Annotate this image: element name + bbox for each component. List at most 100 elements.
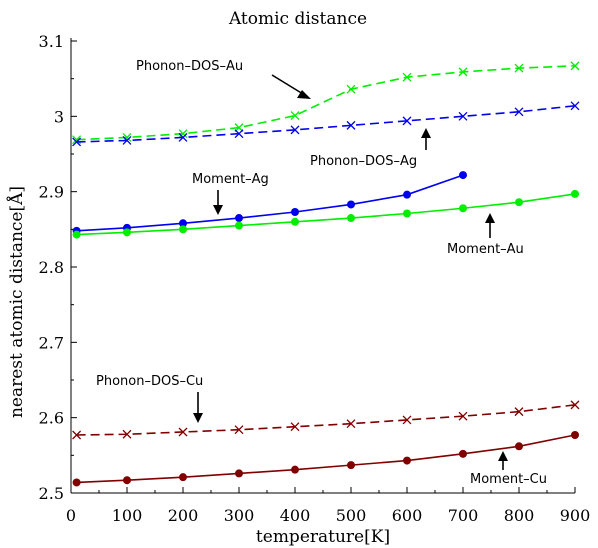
data-point	[235, 221, 243, 230]
series-line-phonon-dos-cu	[76, 404, 576, 436]
x-tick-label: 200	[168, 506, 199, 525]
x-tick-label: 300	[224, 506, 255, 525]
data-point	[179, 225, 187, 234]
data-point	[402, 415, 412, 425]
data-point	[123, 476, 131, 485]
data-point	[458, 411, 468, 421]
data-point	[459, 171, 467, 180]
data-point	[514, 107, 524, 117]
series-line-phonon-dos-au	[76, 65, 576, 141]
data-point	[72, 137, 82, 147]
series-line-moment-ag	[76, 174, 464, 232]
x-tick-label: 800	[504, 506, 535, 525]
data-point	[346, 120, 356, 130]
data-point	[178, 427, 188, 437]
data-point	[459, 449, 467, 458]
data-point	[403, 190, 411, 199]
data-point	[347, 200, 355, 209]
data-point	[458, 111, 468, 121]
x-tick-label: 100	[112, 506, 143, 525]
data-point	[515, 442, 523, 451]
y-tick-label: 2.6	[39, 409, 64, 428]
annotation-phonon-dos-cu: Phonon–DOS–Cu	[96, 374, 203, 389]
series-moment-ag	[72, 171, 467, 235]
series-moment-cu	[72, 430, 579, 487]
data-point	[570, 61, 580, 71]
data-point	[402, 116, 412, 126]
data-point	[234, 129, 244, 139]
y-axis-label: nearest atomic distance[Å]	[6, 186, 27, 418]
data-point	[178, 129, 188, 139]
series-line-phonon-dos-ag	[76, 104, 576, 143]
y-tick-label: 3	[54, 107, 64, 126]
data-point	[179, 219, 187, 228]
data-point	[179, 473, 187, 482]
arrowhead-phonon-dos-ag	[421, 128, 431, 138]
y-tick-label: 2.7	[39, 333, 64, 352]
data-point	[402, 72, 412, 82]
data-point	[514, 407, 524, 417]
annotation-moment-ag: Moment–Ag	[192, 172, 269, 187]
series-line-moment-cu	[76, 434, 576, 484]
data-point	[72, 230, 81, 239]
series-layer	[72, 61, 580, 487]
x-tick-label: 900	[560, 506, 591, 525]
data-point	[570, 400, 580, 410]
x-tick-label: 700	[448, 506, 479, 525]
arrowhead-phonon-dos-cu	[193, 413, 203, 423]
data-point	[122, 429, 132, 439]
data-point	[234, 425, 244, 435]
x-axis-label: temperature[K]	[256, 527, 390, 547]
data-point	[571, 189, 579, 198]
annotations: Phonon–DOS–Au Phonon–DOS–Ag Moment–Ag Mo…	[96, 59, 547, 487]
data-point	[122, 135, 132, 145]
data-point	[571, 430, 579, 439]
data-point	[72, 430, 82, 440]
data-point	[570, 101, 580, 111]
x-tick-label: 500	[336, 506, 367, 525]
data-point	[291, 208, 299, 217]
annotation-moment-au: Moment–Au	[447, 242, 524, 257]
annotation-phonon-dos-ag: Phonon–DOS–Ag	[310, 154, 417, 169]
arrow-phonon-dos-au	[271, 74, 304, 95]
arrowhead-moment-au	[485, 213, 495, 223]
series-phonon-dos-cu	[72, 400, 580, 440]
series-moment-au	[72, 189, 579, 239]
annotation-phonon-dos-au: Phonon–DOS–Au	[136, 59, 243, 74]
data-point	[72, 478, 81, 487]
annotation-moment-cu: Moment–Cu	[470, 472, 547, 487]
series-phonon-dos-au	[72, 61, 580, 145]
data-point	[291, 217, 299, 226]
y-tick-label: 2.5	[39, 484, 64, 503]
data-point	[290, 125, 300, 135]
x-tick-label: 600	[392, 506, 423, 525]
data-point	[290, 422, 300, 432]
arrowhead-moment-cu	[498, 451, 508, 461]
data-point	[403, 456, 411, 465]
data-point	[515, 198, 523, 207]
data-point	[123, 228, 131, 237]
y-tick-label: 2.9	[39, 183, 64, 202]
data-point	[347, 461, 355, 470]
ticks: 0 100 200 300 400 500 600 700 800 900 2.5 2.6 2.7 2.8…	[39, 32, 591, 525]
data-point	[346, 419, 356, 429]
y-tick-label: 3.1	[39, 32, 64, 51]
data-point	[347, 214, 355, 223]
data-point	[459, 204, 467, 213]
data-point	[291, 465, 299, 474]
y-tick-label: 2.8	[39, 258, 64, 277]
x-tick-label: 0	[66, 506, 76, 525]
data-point	[346, 84, 356, 94]
arrowhead-phonon-dos-au	[297, 90, 311, 99]
x-tick-label: 400	[280, 506, 311, 525]
data-point	[403, 209, 411, 218]
data-point	[290, 111, 300, 121]
data-point	[514, 63, 524, 73]
data-point	[458, 67, 468, 77]
data-point	[235, 469, 243, 478]
series-phonon-dos-ag	[72, 101, 580, 147]
series-line-moment-au	[76, 193, 576, 236]
data-point	[178, 132, 188, 142]
chart-title: Atomic distance	[228, 9, 367, 29]
